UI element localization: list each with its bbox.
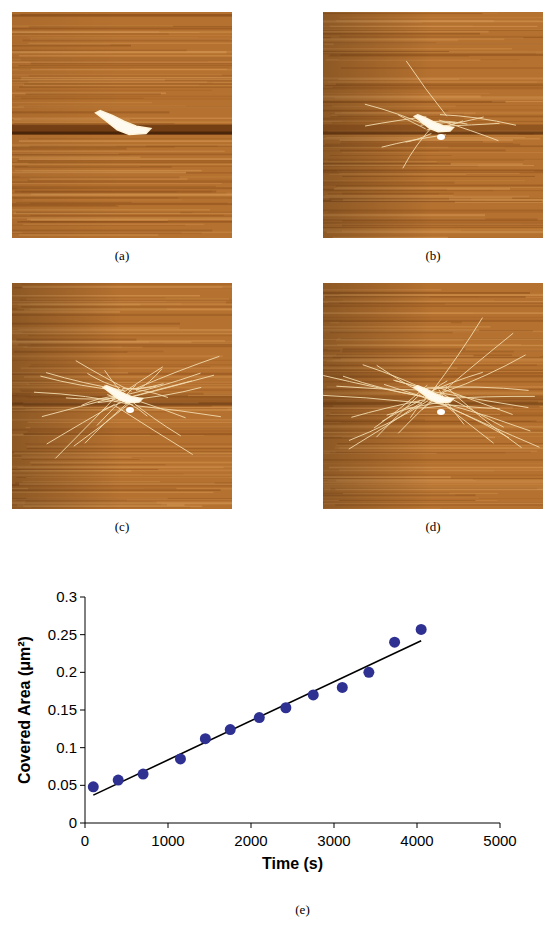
data-point bbox=[254, 712, 265, 723]
aggregate bbox=[126, 407, 134, 413]
aggregate bbox=[414, 386, 453, 403]
y-tick bbox=[80, 710, 85, 711]
y-tick bbox=[80, 672, 85, 673]
plot-area bbox=[88, 624, 427, 795]
data-point bbox=[200, 733, 211, 744]
fibril bbox=[382, 135, 446, 147]
x-tick bbox=[500, 823, 501, 828]
y-axis-title: Covered Area (μm²) bbox=[16, 636, 33, 784]
y-tick-label: 0.15 bbox=[48, 701, 77, 718]
aggregate bbox=[437, 409, 445, 415]
panel-label: (b) bbox=[425, 248, 440, 263]
y-tick-label: 0.05 bbox=[48, 776, 77, 793]
x-tick-label: 5000 bbox=[483, 832, 516, 849]
data-point bbox=[363, 667, 374, 678]
fibril bbox=[133, 399, 186, 418]
y-tick-label: 0.3 bbox=[56, 588, 77, 605]
fibril bbox=[403, 123, 436, 168]
x-tick bbox=[85, 823, 86, 828]
afm-image bbox=[323, 12, 543, 238]
fibril bbox=[125, 381, 192, 398]
afm-image bbox=[323, 283, 543, 509]
data-point bbox=[308, 689, 319, 700]
shade bbox=[323, 12, 543, 238]
fibril bbox=[349, 404, 420, 449]
panel-label: (c) bbox=[115, 519, 129, 534]
fibril bbox=[440, 115, 516, 126]
y-tick-label: 0.2 bbox=[56, 663, 77, 680]
image-ground bbox=[323, 12, 543, 238]
figure: (a) (b) (c) (d) 0 0.05 0.1 0.15 0.2 0.25 0.3 0 1000 2… bbox=[0, 0, 545, 936]
fibril bbox=[438, 402, 540, 447]
aggregate bbox=[96, 111, 151, 135]
image-ground bbox=[12, 283, 232, 509]
data-point bbox=[138, 769, 149, 780]
scan-band bbox=[323, 132, 543, 135]
data-point bbox=[389, 637, 400, 648]
axes: 0 0.05 0.1 0.15 0.2 0.25 0.3 0 1000 2000 3000 4000 5… bbox=[48, 588, 517, 849]
fibril bbox=[323, 395, 422, 403]
y-tick bbox=[80, 823, 85, 824]
fibril bbox=[445, 355, 525, 392]
data-point bbox=[175, 753, 186, 764]
x-tick bbox=[417, 823, 418, 828]
fibril bbox=[446, 386, 522, 447]
fibril bbox=[85, 403, 128, 443]
data-point bbox=[88, 781, 99, 792]
y-tick-label: 0.25 bbox=[48, 626, 77, 643]
y-tick bbox=[80, 597, 85, 598]
aggregate bbox=[437, 134, 445, 140]
y-tick bbox=[80, 785, 85, 786]
image-ground bbox=[12, 12, 232, 238]
fibril bbox=[430, 318, 482, 395]
shade bbox=[12, 283, 232, 509]
fibril bbox=[351, 400, 423, 417]
fibril bbox=[445, 404, 530, 431]
fibril bbox=[387, 403, 439, 416]
data-point bbox=[225, 724, 236, 735]
fibril bbox=[116, 406, 193, 454]
fibril bbox=[74, 402, 131, 446]
shade bbox=[323, 283, 543, 509]
x-tick bbox=[334, 823, 335, 828]
afm-image bbox=[12, 283, 232, 509]
shade bbox=[12, 12, 232, 238]
x-axis-title: Time (s) bbox=[262, 855, 323, 872]
x-tick-label: 4000 bbox=[400, 832, 433, 849]
fibril bbox=[336, 386, 421, 390]
data-point bbox=[113, 775, 124, 786]
image-ground bbox=[323, 283, 543, 509]
x-tick-label: 0 bbox=[81, 832, 89, 849]
x-tick bbox=[168, 823, 169, 828]
fibril bbox=[136, 356, 219, 388]
fibril bbox=[439, 390, 464, 425]
data-point bbox=[337, 682, 348, 693]
y-tick bbox=[80, 747, 85, 748]
fibril bbox=[406, 61, 447, 116]
x-tick-label: 3000 bbox=[317, 832, 350, 849]
data-point bbox=[416, 624, 427, 635]
aggregate bbox=[414, 115, 453, 132]
data-point bbox=[280, 702, 291, 713]
x-tick-label: 1000 bbox=[151, 832, 184, 849]
y-tick-label: 0.1 bbox=[56, 739, 77, 756]
x-tick bbox=[251, 823, 252, 828]
fit-line bbox=[93, 641, 421, 795]
fibril bbox=[377, 394, 421, 437]
fibril bbox=[136, 369, 162, 391]
x-axis-line bbox=[85, 823, 500, 824]
y-tick-label: 0 bbox=[69, 814, 77, 831]
panel-label: (d) bbox=[425, 519, 440, 534]
y-tick bbox=[80, 634, 85, 635]
aggregate bbox=[103, 386, 142, 403]
afm-image bbox=[12, 12, 232, 238]
fibril bbox=[349, 401, 428, 441]
x-tick-label: 2000 bbox=[234, 832, 267, 849]
panel-label: (e) bbox=[295, 902, 309, 917]
panel-label: (a) bbox=[115, 248, 129, 263]
